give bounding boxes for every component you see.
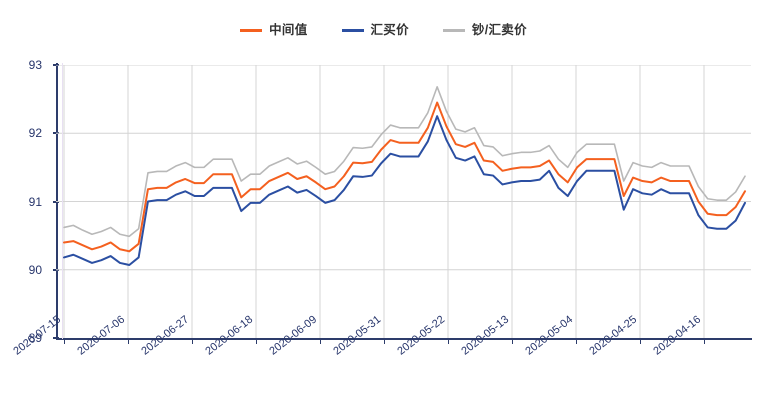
series-line <box>63 101 746 253</box>
chart-legend: 中间值 汇买价 钞/汇卖价 <box>0 24 767 37</box>
x-tick-mark <box>384 339 385 344</box>
y-tick-label: 89 <box>28 331 42 345</box>
y-tick-label: 93 <box>28 58 42 72</box>
x-tick-mark <box>576 339 577 344</box>
series-line <box>63 86 746 238</box>
cursor-marker-line <box>62 63 63 339</box>
legend-item-midrate[interactable]: 中间值 <box>240 24 307 37</box>
chart-canvas <box>56 65 751 338</box>
legend-swatch-buyrate <box>341 28 364 32</box>
legend-swatch-sellrate <box>442 28 465 32</box>
legend-item-buyrate[interactable]: 汇买价 <box>341 23 409 37</box>
legend-item-sellrate[interactable]: 钞/汇卖价 <box>442 23 527 37</box>
y-tick-mark <box>53 337 59 339</box>
x-tick-mark <box>704 339 705 344</box>
y-tick-label: 90 <box>28 262 42 277</box>
x-tick-mark <box>64 339 65 344</box>
legend-label-sellrate: 钞/汇卖价 <box>471 23 527 37</box>
x-axis-line <box>56 338 752 340</box>
x-tick-mark <box>320 339 321 344</box>
plot-area <box>56 65 751 338</box>
y-tick-label: 92 <box>28 126 42 141</box>
series-line <box>63 115 746 266</box>
x-tick-mark <box>256 339 257 344</box>
legend-label-midrate: 中间值 <box>269 23 308 37</box>
legend-swatch-midrate <box>240 28 263 32</box>
x-tick-mark <box>192 339 193 344</box>
x-tick-mark <box>128 339 129 344</box>
x-tick-mark <box>448 339 449 344</box>
y-tick-label: 91 <box>28 194 42 209</box>
x-tick-mark <box>640 339 641 344</box>
legend-label-buyrate: 汇买价 <box>370 23 409 37</box>
x-tick-mark <box>512 339 513 344</box>
